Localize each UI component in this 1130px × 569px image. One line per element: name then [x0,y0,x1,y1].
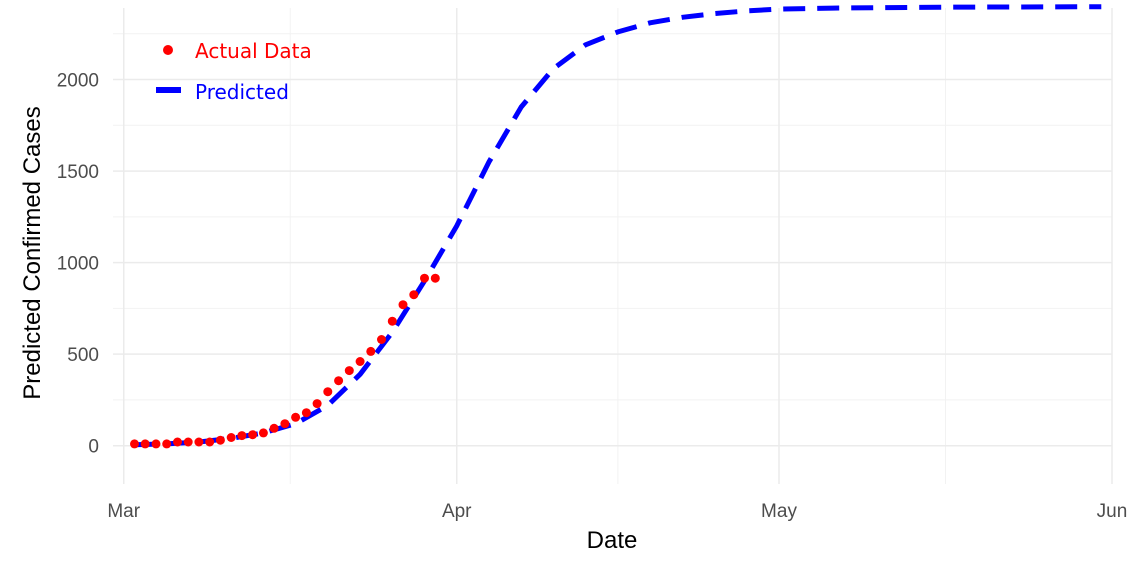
y-tick-label: 1500 [57,162,99,183]
actual-data-point [151,439,161,449]
actual-data-point [183,437,193,447]
y-tick-label: 2000 [57,71,99,92]
actual-data-point [280,419,290,429]
legend: Actual Data Predicted [156,39,312,104]
actual-data-point [409,290,419,300]
actual-data-point [130,439,139,449]
actual-data-point [301,408,311,418]
x-tick-label: Mar [107,501,140,522]
actual-data-point [312,399,322,409]
x-tick-label: Jun [1097,501,1128,522]
actual-data-point [194,437,204,447]
actual-data-point [140,439,150,449]
actual-data-point [377,335,386,344]
actual-data-point [291,412,301,422]
major-gridlines [113,8,1113,484]
actual-data-point [205,437,215,447]
y-axis-title: Predicted Confirmed Cases [19,106,46,399]
actual-data-point [162,439,172,449]
x-axis-title: Date [587,527,638,554]
actual-data-point [258,428,268,438]
legend-predicted-label: Predicted [195,80,289,104]
actual-data-point [355,357,365,366]
y-tick-labels: 05001000150020002500 [57,71,99,458]
y-tick-label: 1000 [57,254,99,275]
actual-data-point [398,300,408,310]
actual-data-point [226,433,236,442]
legend-actual-label: Actual Data [195,39,312,63]
actual-data-point [366,346,376,356]
actual-data-point [248,430,258,440]
x-tick-labels: Mar Apr May Jun [107,501,1127,522]
actual-data-point [334,376,344,386]
plot-area [130,4,1102,449]
y-tick-label: 500 [67,345,99,366]
actual-data-point [420,273,429,283]
actual-data-point [387,316,397,326]
actual-data-point [237,431,247,441]
actual-data-point [430,273,440,283]
legend-actual-marker [163,45,173,55]
actual-data-point [323,387,333,397]
actual-data-point [269,423,279,433]
actual-data-point [344,366,354,376]
x-tick-label: Apr [442,501,472,522]
x-tick-label: May [761,501,797,522]
actual-data-point [215,435,225,445]
minor-gridlines [113,8,1112,484]
actual-data-point [173,437,182,447]
y-tick-label: 0 [88,437,99,458]
